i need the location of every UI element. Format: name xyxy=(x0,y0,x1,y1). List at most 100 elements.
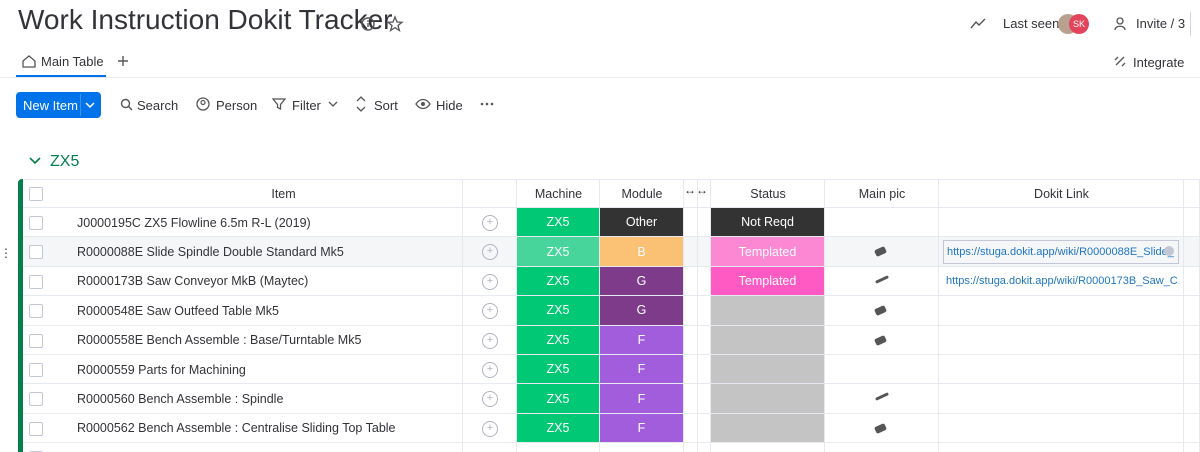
machine-cell[interactable]: ZX5 xyxy=(517,266,599,296)
machine-cell[interactable]: ZX5 xyxy=(517,237,599,266)
item-name[interactable]: R0000560 Bench Assemble : Spindle xyxy=(77,392,284,407)
module-cell[interactable]: G xyxy=(600,296,683,325)
add-update-icon[interactable]: + xyxy=(482,420,498,437)
header-cell xyxy=(939,179,1184,208)
sort[interactable]: Sort xyxy=(374,98,398,113)
row-checkbox[interactable] xyxy=(29,333,43,348)
module-cell[interactable]: G xyxy=(600,266,683,296)
status-cell[interactable] xyxy=(711,296,824,325)
row-checkbox[interactable] xyxy=(29,274,43,289)
clear-icon[interactable] xyxy=(1164,246,1174,257)
machine-cell[interactable]: ZX5 xyxy=(517,384,599,413)
filter[interactable]: Filter xyxy=(292,98,321,113)
row-cell xyxy=(600,443,684,452)
info-icon[interactable] xyxy=(360,16,376,32)
invite[interactable]: Invite / 3 xyxy=(1136,16,1186,31)
add-update-icon[interactable]: + xyxy=(482,215,498,231)
star-icon[interactable] xyxy=(386,15,404,33)
status-cell[interactable]: Templated xyxy=(711,237,824,266)
add-update-icon[interactable]: + xyxy=(482,362,498,378)
item-name[interactable]: R0000559 Parts for Machining xyxy=(77,362,246,377)
status-cell[interactable] xyxy=(711,384,824,413)
module-cell[interactable]: Other xyxy=(600,208,683,237)
row-cell xyxy=(684,208,698,238)
column-header: Status xyxy=(750,186,786,201)
status-cell[interactable] xyxy=(711,413,824,443)
status-cell[interactable] xyxy=(711,355,824,384)
item-name[interactable]: R0000558E Bench Assemble : Base/Turntabl… xyxy=(77,333,362,348)
invite-icon[interactable] xyxy=(1113,16,1129,32)
row-checkbox[interactable] xyxy=(29,392,43,407)
machine-cell[interactable]: ZX5 xyxy=(517,355,599,384)
row-cell xyxy=(1184,325,1200,355)
add-update-icon[interactable]: + xyxy=(482,303,498,320)
machine-cell[interactable]: ZX5 xyxy=(517,413,599,443)
integrate-icon[interactable] xyxy=(1113,54,1127,68)
add-tab[interactable] xyxy=(117,55,129,67)
row-checkbox[interactable] xyxy=(29,421,43,436)
filter-icon xyxy=(272,98,286,111)
row-checkbox[interactable] xyxy=(29,245,43,260)
header-checkbox[interactable] xyxy=(29,187,43,201)
status-cell[interactable] xyxy=(711,325,824,354)
add-update-icon[interactable]: + xyxy=(482,332,498,349)
row-cell xyxy=(23,296,463,326)
row-cell xyxy=(939,266,1184,297)
item-name[interactable]: J0000195C ZX5 Flowline 6.5m R-L (2019) xyxy=(77,215,311,230)
tab-main-table[interactable]: Main Table xyxy=(41,54,104,69)
row-cell xyxy=(825,208,939,238)
row-cell xyxy=(825,266,939,297)
header-cell xyxy=(600,179,684,208)
activity-icon[interactable] xyxy=(970,16,988,30)
item-name[interactable]: R0000548E Saw Outfeed Table Mk5 xyxy=(77,303,279,318)
add-update-icon[interactable]: + xyxy=(482,244,498,261)
row-checkbox[interactable] xyxy=(29,363,43,377)
filter-dropdown[interactable] xyxy=(328,101,338,108)
machine-cell[interactable]: ZX5 xyxy=(517,325,599,354)
more-icon[interactable] xyxy=(480,102,494,106)
row-checkbox[interactable] xyxy=(29,304,43,319)
add-update-icon[interactable]: + xyxy=(482,391,498,408)
new-item-button[interactable]: New Item xyxy=(16,92,101,118)
row-cell xyxy=(1184,237,1200,267)
module-cell[interactable]: F xyxy=(600,413,683,443)
machine-cell[interactable]: ZX5 xyxy=(517,208,599,237)
module-cell[interactable]: F xyxy=(600,384,683,413)
row-cell xyxy=(825,355,939,385)
module-cell[interactable]: B xyxy=(600,237,683,266)
row-cell xyxy=(684,413,698,444)
item-name[interactable]: R0000173B Saw Conveyor MkB (Maytec) xyxy=(77,274,309,289)
item-name[interactable]: R0000562 Bench Assemble : Centralise Sli… xyxy=(77,421,396,436)
machine-cell[interactable]: ZX5 xyxy=(517,296,599,325)
dokit-link[interactable]: https://stuga.dokit.app/wiki/R0000173B_S… xyxy=(946,275,1179,288)
status-cell[interactable]: Templated xyxy=(711,266,824,296)
row-cell xyxy=(1184,296,1200,326)
item-name[interactable]: R0000088E Slide Spindle Double Standard … xyxy=(77,245,344,260)
person[interactable]: Person xyxy=(216,98,258,113)
last-seen[interactable]: Last seen xyxy=(1003,16,1060,31)
row-cell xyxy=(684,296,698,326)
search[interactable]: Search xyxy=(137,98,179,113)
row-checkbox[interactable] xyxy=(29,216,43,230)
row-cell xyxy=(23,355,463,385)
divider xyxy=(1190,12,1191,36)
status-cell[interactable]: Not Reqd xyxy=(711,208,824,237)
hide[interactable]: Hide xyxy=(436,98,463,113)
dokit-link[interactable]: https://stuga.dokit.app/wiki/R0000088E_S… xyxy=(943,240,1179,264)
row-cell xyxy=(698,443,711,452)
split xyxy=(80,94,81,116)
group-collapse[interactable] xyxy=(29,157,41,165)
dropdown-icon[interactable] xyxy=(85,101,95,109)
header-cell xyxy=(684,179,698,208)
module-cell[interactable]: F xyxy=(600,355,683,384)
add-update-icon[interactable]: + xyxy=(482,273,498,290)
row-cell xyxy=(517,443,600,452)
row-cell xyxy=(23,266,463,297)
group-name[interactable]: ZX5 xyxy=(50,153,80,170)
column-header: Main pic xyxy=(858,186,906,201)
integrate[interactable]: Integrate xyxy=(1133,55,1185,70)
header-cell xyxy=(463,179,517,208)
row-menu[interactable]: ⋮ xyxy=(0,246,12,260)
module-cell[interactable]: F xyxy=(600,325,683,354)
row-cell xyxy=(698,413,711,444)
